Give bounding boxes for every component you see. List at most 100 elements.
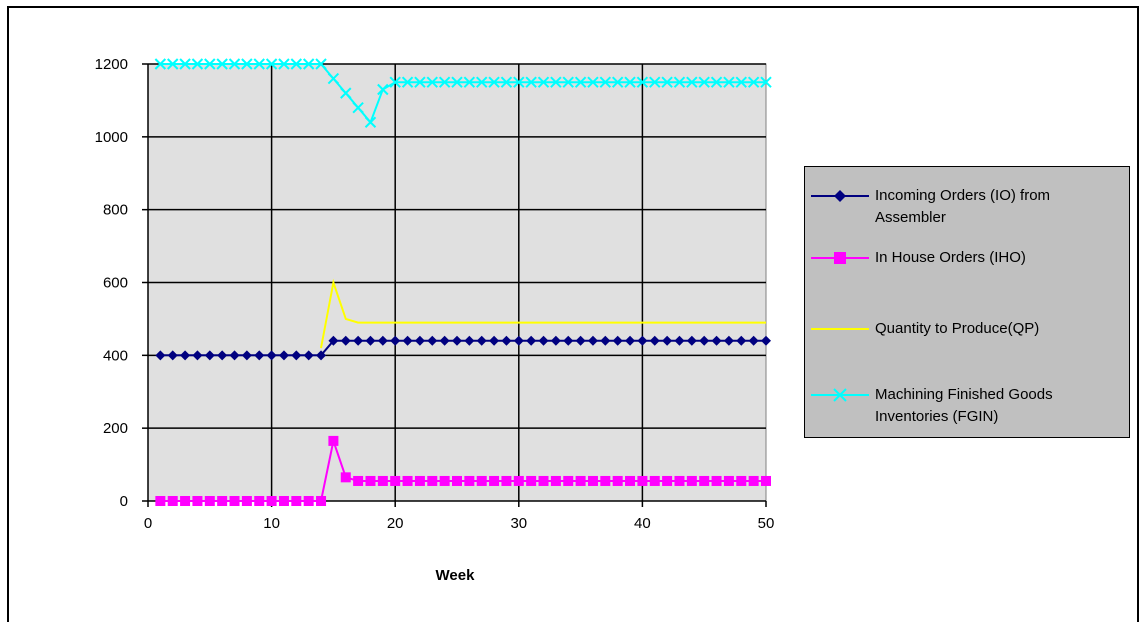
data-point-machining-finished-goods-inventories-fgin-11: [278, 58, 290, 70]
data-point-in-house-orders-iho-40: [637, 475, 648, 486]
data-point-machining-finished-goods-inventories-fgin-7: [228, 58, 241, 70]
data-point-machining-finished-goods-inventories-fgin-42: [661, 76, 673, 88]
data-point-machining-finished-goods-inventories-fgin-39: [624, 76, 636, 88]
data-point-in-house-orders-iho-37: [600, 475, 611, 486]
series-quantity-to-produce-qp: [320, 278, 766, 349]
data-point-incoming-orders-io-from-assembler-29: [501, 335, 512, 346]
data-point-in-house-orders-iho-4: [192, 496, 203, 506]
legend-sample-in-house-orders: [811, 252, 869, 264]
data-point-in-house-orders-iho-5: [204, 496, 215, 506]
data-point-in-house-orders-iho-28: [489, 475, 500, 486]
data-point-in-house-orders-iho-7: [229, 496, 240, 506]
data-point-machining-finished-goods-inventories-fgin-46: [710, 76, 723, 88]
data-point-in-house-orders-iho-16: [340, 472, 351, 483]
data-point-incoming-orders-io-from-assembler-26: [464, 335, 475, 346]
data-point-in-house-orders-iho-30: [513, 475, 524, 486]
data-point-in-house-orders-iho-38: [612, 475, 623, 486]
data-point-machining-finished-goods-inventories-fgin-37: [599, 76, 612, 88]
data-point-incoming-orders-io-from-assembler-11: [278, 350, 289, 361]
data-point-machining-finished-goods-inventories-fgin-9: [253, 58, 265, 70]
data-point-incoming-orders-io-from-assembler-45: [699, 335, 710, 346]
data-point-machining-finished-goods-inventories-fgin-29: [500, 76, 513, 88]
series-layer: [154, 58, 772, 506]
data-point-in-house-orders-iho-15: [328, 435, 339, 446]
y-tick-label-1200: 1200: [95, 56, 128, 73]
data-point-in-house-orders-iho-46: [711, 475, 722, 486]
data-point-in-house-orders-iho-36: [587, 475, 598, 486]
data-point-in-house-orders-iho-45: [699, 475, 710, 486]
y-tick-label-600: 600: [103, 275, 128, 292]
data-point-machining-finished-goods-inventories-fgin-48: [735, 76, 747, 88]
data-point-in-house-orders-iho-41: [649, 475, 660, 486]
data-point-incoming-orders-io-from-assembler-6: [217, 350, 228, 361]
data-point-in-house-orders-iho-13: [303, 496, 314, 506]
data-point-machining-finished-goods-inventories-fgin-3: [179, 58, 191, 70]
data-point-in-house-orders-iho-26: [464, 475, 475, 486]
x-tick-label-10: 10: [263, 515, 280, 532]
data-point-incoming-orders-io-from-assembler-9: [254, 350, 265, 361]
data-point-machining-finished-goods-inventories-fgin-41: [649, 76, 661, 88]
x-axis-title: Week: [436, 567, 476, 584]
data-point-machining-finished-goods-inventories-fgin-49: [747, 76, 760, 88]
data-point-incoming-orders-io-from-assembler-16: [340, 335, 351, 346]
data-point-incoming-orders-io-from-assembler-24: [439, 335, 450, 346]
legend-sample-machining-fgin: [811, 388, 869, 402]
data-point-machining-finished-goods-inventories-fgin-6: [216, 58, 228, 70]
data-point-machining-finished-goods-inventories-fgin-43: [673, 76, 686, 88]
data-point-incoming-orders-io-from-assembler-32: [538, 335, 549, 346]
data-point-in-house-orders-iho-9: [254, 496, 265, 506]
data-point-incoming-orders-io-from-assembler-8: [241, 350, 252, 361]
data-point-incoming-orders-io-from-assembler-25: [452, 335, 462, 346]
data-point-incoming-orders-io-from-assembler-4: [192, 350, 203, 361]
data-point-machining-finished-goods-inventories-fgin-33: [550, 76, 562, 88]
data-point-incoming-orders-io-from-assembler-21: [402, 335, 413, 346]
data-point-incoming-orders-io-from-assembler-49: [748, 335, 759, 346]
data-point-machining-finished-goods-inventories-fgin-12: [290, 58, 303, 70]
x-tick-label-40: 40: [634, 515, 651, 532]
data-point-in-house-orders-iho-20: [390, 475, 401, 486]
data-point-in-house-orders-iho-50: [761, 475, 771, 486]
data-point-machining-finished-goods-inventories-fgin-32: [537, 76, 550, 88]
data-point-incoming-orders-io-from-assembler-50: [761, 335, 771, 346]
legend-label-incoming-orders-line2: Assembler: [875, 209, 946, 226]
series-in-house-orders-iho: [155, 435, 771, 506]
data-point-in-house-orders-iho-48: [736, 475, 747, 486]
y-tick-label-1000: 1000: [95, 129, 128, 146]
data-point-machining-finished-goods-inventories-fgin-27: [476, 76, 488, 88]
data-point-in-house-orders-iho-2: [167, 496, 178, 506]
data-point-machining-finished-goods-inventories-fgin-15: [327, 72, 340, 85]
y-tick-label-200: 200: [103, 420, 128, 437]
data-point-machining-finished-goods-inventories-fgin-5: [204, 58, 216, 70]
data-point-machining-finished-goods-inventories-fgin-10: [265, 58, 278, 70]
legend-sample-quantity-to-produce: [811, 328, 869, 330]
data-point-machining-finished-goods-inventories-fgin-23: [426, 76, 438, 88]
data-point-incoming-orders-io-from-assembler-2: [167, 350, 178, 361]
data-point-incoming-orders-io-from-assembler-12: [291, 350, 302, 361]
legend-label-incoming-orders-line1: Incoming Orders (IO) from: [875, 187, 1051, 204]
data-point-incoming-orders-io-from-assembler-23: [427, 335, 438, 346]
data-point-machining-finished-goods-inventories-fgin-36: [587, 76, 599, 88]
data-point-incoming-orders-io-from-assembler-35: [575, 335, 586, 346]
data-point-in-house-orders-iho-31: [526, 475, 537, 486]
data-point-incoming-orders-io-from-assembler-39: [625, 335, 636, 346]
data-point-incoming-orders-io-from-assembler-15: [328, 335, 339, 346]
data-point-machining-finished-goods-inventories-fgin-19: [377, 83, 389, 96]
data-point-in-house-orders-iho-49: [748, 475, 759, 486]
data-point-incoming-orders-io-from-assembler-34: [563, 335, 574, 346]
legend: Incoming Orders (IO) from Assembler In H…: [804, 166, 1130, 438]
data-point-machining-finished-goods-inventories-fgin-35: [574, 76, 587, 88]
data-point-in-house-orders-iho-39: [625, 475, 636, 486]
data-point-incoming-orders-io-from-assembler-31: [526, 335, 537, 346]
data-point-in-house-orders-iho-32: [538, 475, 549, 486]
data-point-machining-finished-goods-inventories-fgin-22: [414, 76, 426, 88]
data-point-incoming-orders-io-from-assembler-36: [587, 335, 598, 346]
data-point-in-house-orders-iho-24: [439, 475, 450, 486]
data-point-machining-finished-goods-inventories-fgin-45: [698, 76, 710, 88]
data-point-incoming-orders-io-from-assembler-27: [476, 335, 487, 346]
data-point-incoming-orders-io-from-assembler-18: [365, 335, 376, 346]
data-point-incoming-orders-io-from-assembler-13: [303, 350, 314, 361]
data-point-machining-finished-goods-inventories-fgin-24: [438, 76, 451, 88]
data-point-machining-finished-goods-inventories-fgin-44: [686, 76, 698, 88]
data-point-machining-finished-goods-inventories-fgin-2: [167, 58, 179, 70]
